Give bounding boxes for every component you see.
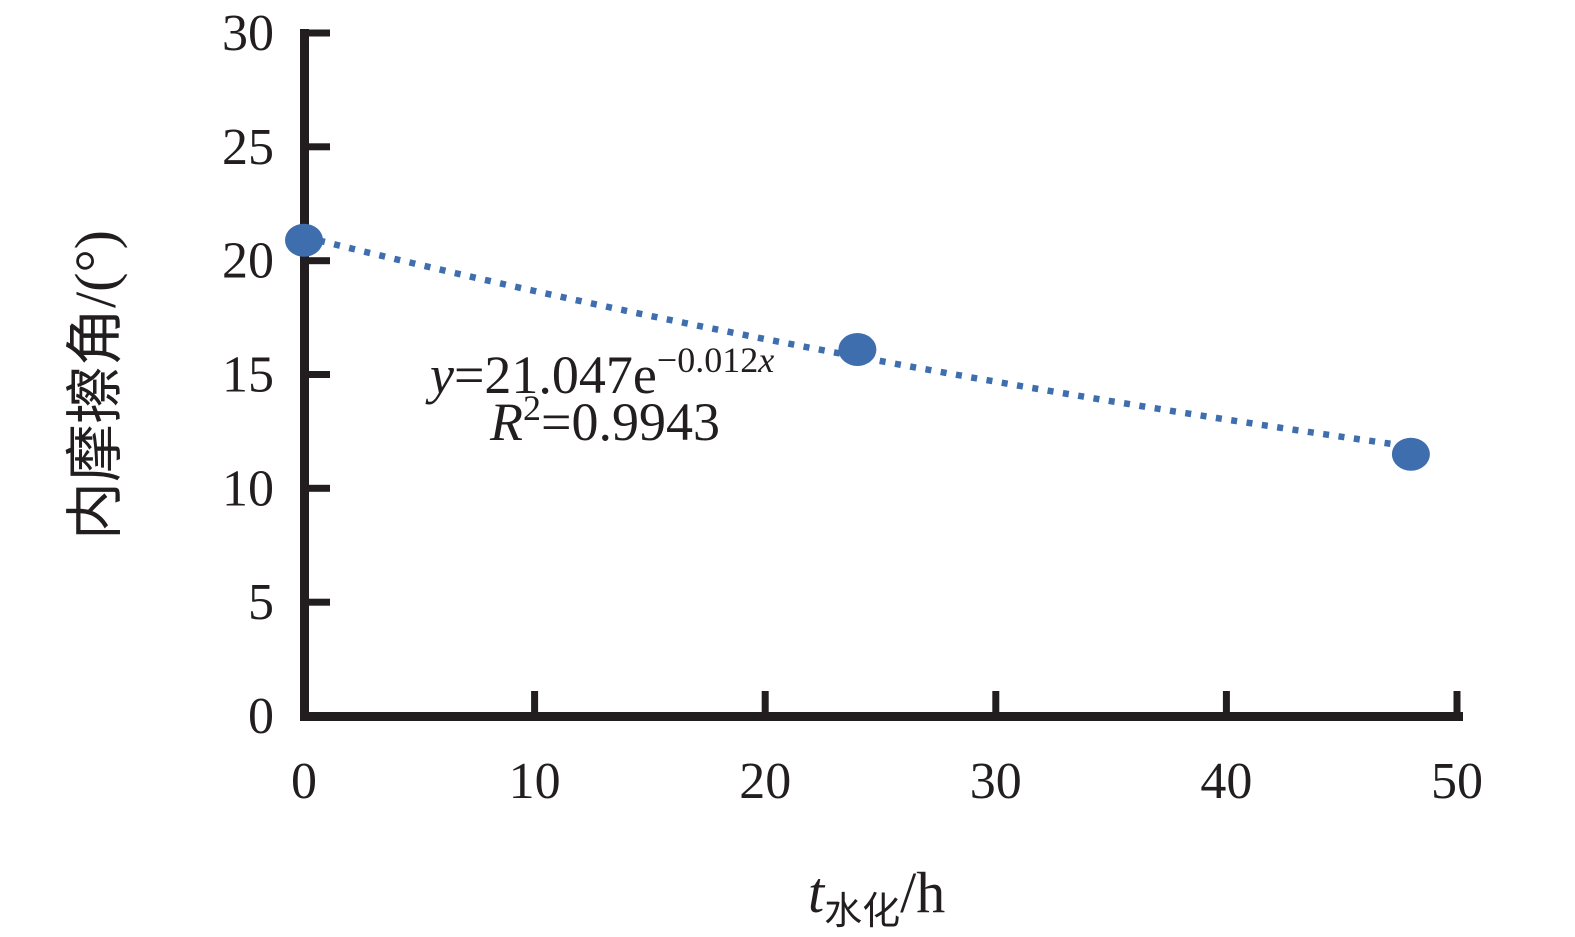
axes (300, 29, 1463, 721)
x-tick-label: 40 (1200, 753, 1252, 810)
y-tick-mark (309, 484, 330, 492)
y-tick-labels: 0 5 10 15 20 25 30 (222, 5, 274, 745)
equation-annotation: y=21.047e−0.012x (425, 340, 774, 405)
y-tick-mark (309, 257, 330, 265)
y-tick-label: 10 (222, 460, 274, 517)
x-axis-line (300, 712, 1463, 721)
y-tick-mark (309, 598, 330, 606)
x-axis-title-subscript: 水化 (824, 891, 900, 933)
data-point (838, 333, 877, 366)
y-tick-label: 25 (222, 119, 274, 176)
data-point (1391, 437, 1430, 471)
y-tick-label: 20 (222, 233, 274, 290)
y-tick-label: 0 (248, 688, 274, 745)
x-axis-title: t水化/h (808, 860, 945, 933)
x-tick-mark (531, 691, 539, 712)
equation-body: =21.047e (454, 345, 657, 405)
x-axis-title-symbol: t (808, 860, 826, 925)
x-tick-label: 20 (739, 753, 791, 810)
equation-exponent-var: x (757, 340, 774, 380)
y-tick-label: 30 (222, 5, 274, 62)
x-tick-label: 30 (970, 753, 1022, 810)
x-tick-label: 10 (509, 753, 561, 810)
r-squared-sup: 2 (523, 388, 541, 428)
x-tick-mark (761, 691, 769, 712)
data-point (285, 223, 323, 257)
x-tick-mark (1453, 691, 1461, 712)
equation-exponent: −0.012 (657, 340, 758, 380)
y-tick-mark (309, 29, 330, 37)
equation-y-symbol: y (425, 345, 454, 405)
r-squared-annotation: R2=0.9943 (489, 388, 720, 452)
data-points (285, 223, 1430, 471)
y-tick-label: 5 (248, 574, 274, 631)
x-tick-labels: 0 10 20 30 40 50 (291, 753, 1483, 810)
trendline-dotted (303, 233, 1412, 450)
x-tick-label: 50 (1431, 753, 1483, 810)
y-tick-label: 15 (222, 347, 274, 404)
y-tick-mark (309, 143, 330, 151)
x-axis-title-unit: /h (900, 860, 945, 925)
y-tick-mark (309, 371, 330, 378)
x-tick-label: 0 (291, 753, 317, 810)
r-squared-symbol: R (489, 392, 523, 452)
x-tick-mark (992, 691, 1000, 712)
y-axis-line (300, 29, 309, 721)
x-tick-mark (1222, 691, 1230, 712)
tick-marks (309, 29, 1461, 712)
y-axis-title: 内摩擦角/(°) (63, 230, 128, 540)
r-squared-value: =0.9943 (541, 392, 720, 452)
